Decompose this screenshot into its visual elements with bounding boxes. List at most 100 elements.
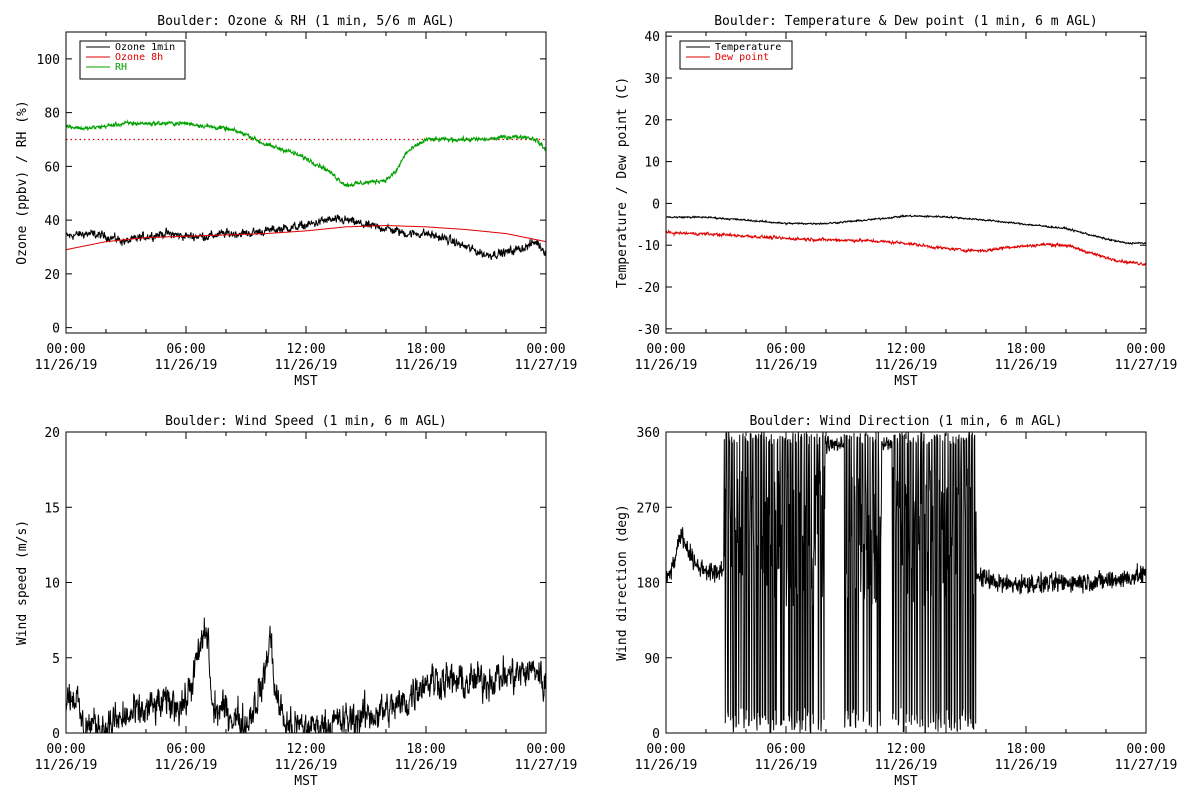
x-tick-label-date: 11/26/19 [275,758,338,773]
legend-entry: Temperature [715,42,781,53]
legend-entry: Dew point [715,52,769,63]
x-tick-label-time: 12:00 [886,742,925,757]
y-tick-label: -30 [637,323,660,338]
series-line-3 [66,119,546,188]
chart-title: Boulder: Wind Direction (1 min, 6 m AGL) [749,414,1062,429]
x-tick-label-time: 12:00 [286,742,325,757]
y-tick-label: 0 [52,322,60,337]
y-tick-label: 10 [644,156,660,171]
y-tick-label: -10 [637,239,660,254]
x-tick-label-date: 11/26/19 [155,758,218,773]
y-tick-label: 0 [52,727,60,742]
y-tick-label: 40 [44,214,60,229]
x-tick-label-time: 06:00 [166,342,205,357]
x-tick-label-time: 00:00 [646,342,685,357]
y-tick-label: 60 [44,160,60,175]
chart-panel-1: Boulder: Ozone & RH (1 min, 5/6 m AGL) Oz… [15,14,577,389]
x-tick-label-time: 00:00 [646,742,685,757]
x-tick-label-date: 11/26/19 [395,358,458,373]
x-tick-label-time: 18:00 [1006,342,1045,357]
x-tick-label-time: 00:00 [46,742,85,757]
x-tick-label-date: 11/26/19 [875,758,938,773]
y-tick-label: 360 [637,426,660,441]
y-tick-label: 30 [644,72,660,87]
x-axis-label: MST [894,774,918,789]
series-line-2 [666,229,1146,267]
plot-area [666,432,1146,733]
x-tick-label-time: 18:00 [406,742,445,757]
y-tick-label: -20 [637,281,660,296]
y-tick-label: 270 [637,501,660,516]
chart-panel-2: Boulder: Temperature & Dew point (1 min,… [615,14,1177,389]
x-tick-label-date: 11/26/19 [635,358,698,373]
x-tick-label-date: 11/26/19 [275,358,338,373]
plot-frame [665,31,1147,334]
x-tick-label-date: 11/26/19 [635,758,698,773]
series-line-1 [66,214,546,260]
x-axis-label: MST [894,374,918,389]
y-tick-label: 0 [652,197,660,212]
x-axis-label: MST [294,374,318,389]
y-tick-label: 100 [37,53,60,68]
x-tick-label-time: 00:00 [1126,342,1165,357]
x-tick-label-date: 11/27/19 [515,758,578,773]
x-tick-label-time: 00:00 [526,342,565,357]
chart-title: Boulder: Temperature & Dew point (1 min,… [714,14,1098,29]
y-tick-label: 20 [44,268,60,283]
plot-area [66,119,546,260]
x-tick-label-date: 11/26/19 [155,358,218,373]
series-line-1 [666,432,1146,733]
x-tick-label-time: 12:00 [886,342,925,357]
x-tick-label-time: 06:00 [766,342,805,357]
plot-area [666,213,1146,267]
x-tick-label-date: 11/26/19 [35,758,98,773]
x-tick-label-date: 11/27/19 [1115,758,1178,773]
x-tick-label-date: 11/26/19 [995,758,1058,773]
y-tick-label: 15 [44,501,60,516]
x-tick-label-time: 00:00 [46,342,85,357]
series-line-1 [666,213,1146,246]
x-tick-label-time: 12:00 [286,342,325,357]
y-axis-label: Wind direction (deg) [615,504,630,661]
x-tick-label-time: 18:00 [1006,742,1045,757]
y-tick-label: 20 [44,426,60,441]
x-tick-label-date: 11/26/19 [875,358,938,373]
legend-entry: Ozone 1min [115,42,175,53]
x-tick-label-time: 00:00 [526,742,565,757]
y-tick-label: 0 [652,727,660,742]
y-tick-label: 180 [637,577,660,592]
y-axis-label: Temperature / Dew point (C) [615,77,630,288]
chart-title: Boulder: Ozone & RH (1 min, 5/6 m AGL) [157,14,454,29]
x-tick-label-date: 11/26/19 [35,358,98,373]
x-tick-label-date: 11/27/19 [1115,358,1178,373]
x-tick-label-date: 11/27/19 [515,358,578,373]
x-tick-label-date: 11/26/19 [995,358,1058,373]
y-axis-label: Wind speed (m/s) [15,520,30,645]
legend-entry: RH [115,62,127,73]
y-tick-label: 80 [44,107,60,122]
chart-panel-4: Boulder: Wind Direction (1 min, 6 m AGL)… [615,414,1177,789]
y-tick-label: 5 [52,652,60,667]
x-tick-label-time: 06:00 [766,742,805,757]
x-tick-label-date: 11/26/19 [395,758,458,773]
series-line-1 [66,617,546,733]
y-tick-label: 20 [644,114,660,129]
legend-box [679,40,793,70]
chart-title: Boulder: Wind Speed (1 min, 6 m AGL) [165,414,447,429]
x-tick-label-date: 11/26/19 [755,358,818,373]
y-tick-label: 90 [644,652,660,667]
x-tick-label-time: 06:00 [166,742,205,757]
legend-entry: Ozone 8h [115,52,163,63]
x-tick-label-time: 00:00 [1126,742,1165,757]
x-tick-label-time: 18:00 [406,342,445,357]
chart-panel-3: Boulder: Wind Speed (1 min, 6 m AGL) Wind… [15,414,577,789]
y-tick-label: 10 [44,577,60,592]
y-axis-label: Ozone (ppbv) / RH (%) [15,100,30,264]
y-tick-label: 40 [644,30,660,45]
x-tick-label-date: 11/26/19 [755,758,818,773]
x-axis-label: MST [294,774,318,789]
plot-area [66,617,546,733]
